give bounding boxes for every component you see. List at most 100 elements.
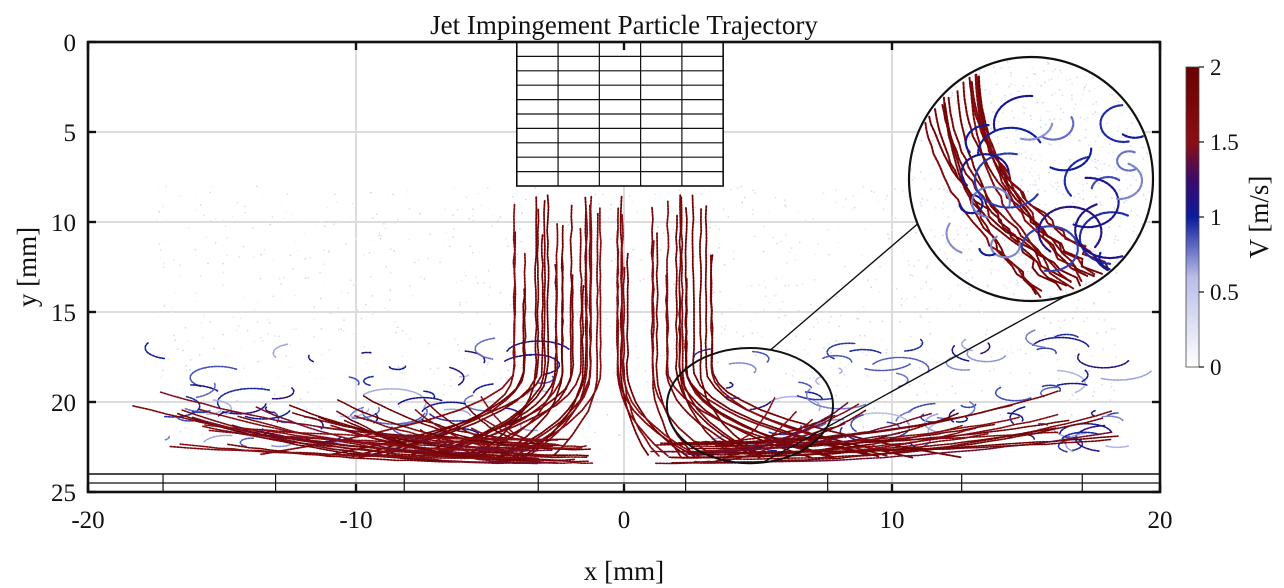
ambient-particle [789, 251, 791, 254]
ambient-particle [931, 400, 934, 403]
ambient-particle [764, 286, 767, 289]
inset-ambient-particle [1095, 101, 1098, 104]
ambient-particle [991, 410, 993, 413]
ambient-particle [478, 251, 481, 253]
inset-ambient-particle [1031, 67, 1034, 69]
inset-ambient-particle [1073, 195, 1076, 198]
inset-ambient-particle [1096, 126, 1099, 128]
ambient-particle [471, 251, 474, 254]
ambient-particle [875, 278, 878, 281]
inset-ambient-particle [1012, 293, 1015, 296]
inset-ambient-particle [981, 75, 984, 78]
inset-ambient-particle [1091, 264, 1093, 267]
ambient-particle [518, 228, 521, 231]
wall-jet-trajectory [329, 424, 575, 462]
inset-ambient-particle [964, 207, 966, 210]
ambient-particle [363, 345, 366, 348]
ambient-particle [1056, 358, 1059, 361]
ambient-particle [888, 275, 891, 278]
ambient-particle [654, 358, 657, 360]
ambient-particle [598, 202, 600, 205]
vortex-trajectory [955, 416, 969, 423]
vortex-trajectory [271, 387, 295, 400]
ambient-particle [925, 308, 928, 311]
ambient-particle [919, 342, 922, 345]
wall-jet-trajectory [684, 402, 849, 456]
vortex-trajectory [361, 409, 426, 425]
ambient-particle [578, 289, 580, 291]
ambient-particle [380, 234, 383, 237]
ambient-particle [352, 284, 355, 287]
inset-ambient-particle [1046, 63, 1048, 66]
ambient-particle [844, 366, 846, 368]
ambient-particle [755, 267, 758, 270]
inset-ambient-particle [946, 257, 949, 260]
vortex-trajectory [1053, 333, 1079, 339]
ambient-particle [278, 277, 281, 280]
ambient-particle [621, 416, 623, 418]
inset-ambient-particle [1077, 115, 1080, 118]
inset-trajectory [978, 247, 996, 257]
inset-ambient-particle [1128, 154, 1131, 157]
vortex-trajectory [191, 410, 210, 414]
inset-ambient-particle [992, 135, 995, 138]
ambient-particle [614, 258, 617, 260]
ambient-particle [239, 317, 242, 320]
ambient-particle [919, 253, 921, 256]
inset-ambient-particle [1131, 122, 1134, 125]
ambient-particle [945, 274, 948, 277]
inset-ambient-particle [1126, 106, 1129, 109]
ambient-particle [226, 236, 229, 239]
inset-ambient-particle [990, 260, 993, 263]
inset-ambient-particle [954, 178, 957, 180]
inset-ambient-particle [1021, 141, 1024, 144]
ambient-particle [945, 389, 948, 392]
ambient-particle [233, 318, 236, 320]
ambient-particle [396, 326, 399, 329]
inset-ambient-particle [1049, 143, 1052, 146]
inset-ambient-particle [1118, 101, 1120, 103]
ambient-particle [908, 277, 911, 279]
ambient-particle [327, 251, 330, 254]
ambient-particle [320, 328, 323, 330]
inset-ambient-particle [913, 183, 915, 186]
ambient-particle [390, 393, 392, 395]
inset-ambient-particle [1013, 139, 1016, 142]
inset-ambient-particle [937, 104, 940, 107]
inset-ambient-particle [982, 237, 985, 240]
inset-ambient-particle [1030, 167, 1033, 170]
vortex-trajectory [749, 401, 772, 411]
ambient-particle [288, 399, 291, 401]
ambient-particle [252, 255, 255, 258]
ambient-particle [703, 188, 706, 191]
ambient-particle [1086, 317, 1089, 320]
inset-ambient-particle [1049, 232, 1052, 235]
inset-ambient-particle [987, 285, 990, 288]
ambient-particle [813, 316, 815, 318]
inset-ambient-particle [1074, 130, 1077, 133]
ambient-particle [209, 321, 212, 323]
inset-ambient-particle [912, 161, 915, 164]
ambient-particle [427, 342, 430, 345]
ambient-particle [785, 372, 787, 375]
ambient-particle [1008, 401, 1010, 404]
vortex-trajectory [872, 356, 930, 374]
colorbar-tick-label: 2 [1210, 55, 1222, 80]
ambient-particle [617, 395, 620, 398]
ambient-particle [714, 337, 716, 340]
inset-trajectory [1121, 133, 1144, 139]
inset-ambient-particle [1074, 103, 1077, 106]
inset-ambient-particle [1034, 164, 1037, 167]
ambient-particle [237, 324, 240, 327]
inset-ambient-particle [1025, 144, 1027, 147]
ambient-particle [258, 196, 261, 199]
inset-ambient-particle [1011, 110, 1013, 113]
ambient-particle [830, 352, 833, 354]
inset-ambient-particle [1113, 242, 1116, 245]
ambient-particle [1057, 320, 1060, 322]
inset-ambient-particle [1113, 261, 1116, 264]
ambient-particle [257, 271, 260, 273]
wall-jet-trajectory [668, 427, 1057, 459]
ambient-particle [604, 334, 607, 336]
vortex-trajectory [472, 383, 494, 394]
